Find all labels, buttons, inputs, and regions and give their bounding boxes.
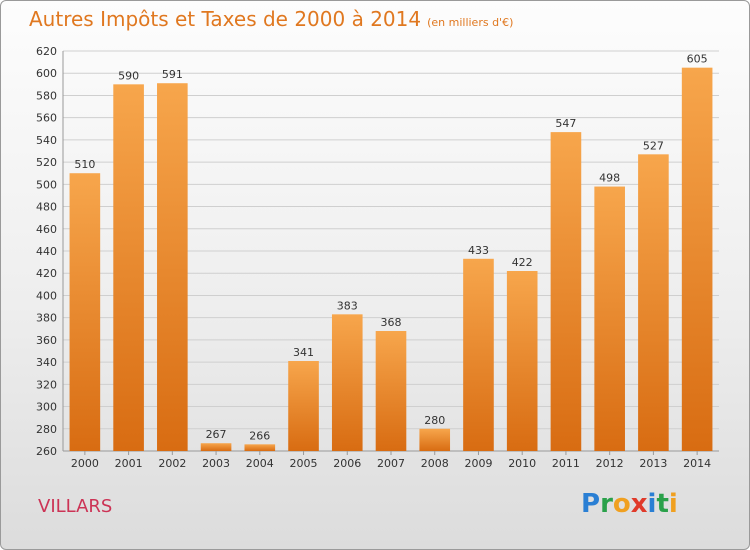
bar: [244, 444, 276, 451]
y-tick-label: 540: [36, 134, 57, 147]
bar: [113, 84, 144, 451]
logo-letter: i: [647, 489, 657, 519]
bar: [463, 258, 494, 451]
bar-value-label: 527: [643, 139, 664, 152]
bar-value-label: 591: [162, 68, 183, 81]
logo-letter: P: [581, 489, 601, 519]
bar-chart: 260 280 300 320 340 360 380 400 420 440 460 480 500 5…: [36, 45, 719, 470]
y-tick-label: 360: [36, 334, 57, 347]
bar: [375, 331, 407, 451]
x-axis: 2000 2001 2002 2003 2004 2005 2006 2007 2008 2009…: [71, 451, 711, 470]
place-name: VILLARS: [38, 496, 113, 517]
bar: [419, 428, 451, 451]
x-tick-label: 2009: [464, 457, 492, 470]
bar-value-label: 266: [249, 429, 270, 442]
x-tick-label: 2000: [71, 457, 99, 470]
chart-unit: (en milliers d'€): [427, 16, 514, 29]
x-tick-label: 2013: [639, 457, 667, 470]
proxiti-logo: Proxiti: [581, 489, 678, 519]
y-tick-label: 500: [36, 178, 57, 191]
y-tick-label: 320: [36, 378, 57, 391]
y-axis: 260 280 300 320 340 360 380 400 420 440 460 480 500 5…: [36, 45, 719, 458]
logo-letter: x: [630, 489, 648, 519]
bar-value-label: 383: [337, 299, 358, 312]
y-tick-label: 480: [36, 201, 57, 214]
logo-letter: o: [612, 489, 631, 519]
x-tick-label: 2014: [683, 457, 711, 470]
y-tick-label: 560: [36, 112, 57, 125]
y-tick-label: 600: [36, 67, 57, 80]
x-tick-label: 2010: [508, 457, 536, 470]
x-tick-label: 2006: [333, 457, 361, 470]
bar-value-label: 341: [293, 346, 314, 359]
bar: [638, 154, 669, 452]
y-tick-label: 280: [36, 423, 57, 436]
bar: [681, 67, 713, 452]
y-tick-label: 400: [36, 289, 57, 302]
x-tick-label: 2003: [202, 457, 230, 470]
bar-value-label: 605: [687, 53, 708, 66]
bar-value-label: 547: [555, 117, 576, 130]
chart-title-text: Autres Impôts et Taxes de 2000 à 2014: [29, 7, 422, 31]
y-tick-label: 260: [36, 445, 57, 458]
y-tick-label: 300: [36, 401, 57, 414]
bar: [288, 361, 319, 451]
x-tick-label: 2002: [158, 457, 186, 470]
bar: [550, 132, 582, 451]
bar: [200, 443, 232, 451]
logo-letter: r: [600, 489, 613, 519]
bar-value-label: 267: [206, 428, 227, 441]
y-tick-label: 460: [36, 223, 57, 236]
bar-value-label: 590: [118, 69, 139, 82]
logo-letter: i: [668, 489, 678, 519]
bar-value-label: 498: [599, 172, 620, 185]
bar-value-label: 280: [424, 414, 445, 427]
bar: [506, 271, 538, 451]
x-tick-label: 2011: [552, 457, 580, 470]
bar-value-label: 433: [468, 244, 489, 257]
y-tick-label: 420: [36, 267, 57, 280]
x-tick-label: 2004: [246, 457, 274, 470]
y-tick-label: 380: [36, 312, 57, 325]
bar: [69, 173, 101, 451]
bar: [157, 83, 188, 451]
x-tick-label: 2007: [377, 457, 405, 470]
y-tick-label: 340: [36, 356, 57, 369]
chart-title: Autres Impôts et Taxes de 2000 à 2014 (en…: [29, 7, 513, 31]
bar: [594, 186, 625, 452]
y-tick-label: 440: [36, 245, 57, 258]
logo-letter: t: [656, 489, 669, 519]
bar-value-label: 368: [381, 316, 402, 329]
bar-value-label: 422: [512, 256, 533, 269]
x-tick-label: 2012: [596, 457, 624, 470]
bar: [331, 314, 363, 451]
y-tick-label: 580: [36, 89, 57, 102]
x-tick-label: 2001: [115, 457, 143, 470]
x-tick-label: 2008: [421, 457, 449, 470]
y-tick-label: 520: [36, 156, 57, 169]
bars: 510 590 591 267 266 341 383 368 280 433 422 547 498 5…: [69, 53, 713, 452]
y-tick-label: 620: [36, 45, 57, 58]
x-tick-label: 2005: [290, 457, 318, 470]
bar-value-label: 510: [74, 158, 95, 171]
